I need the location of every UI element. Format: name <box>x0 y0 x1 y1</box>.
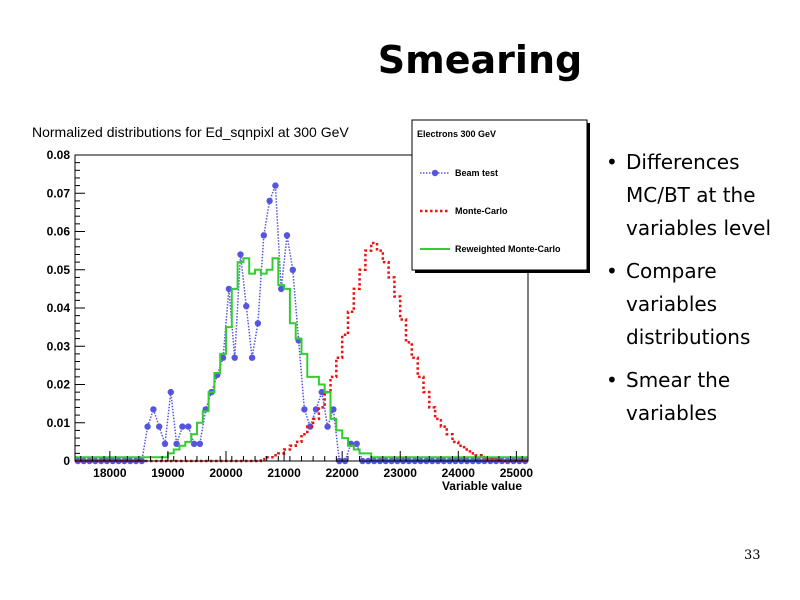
beam-test-point <box>312 406 320 413</box>
x-tick-label: 19000 <box>151 466 185 480</box>
reweighted-monte-carlo-line <box>75 257 528 459</box>
x-tick-label: 23000 <box>384 466 418 480</box>
legend-label-reweighted-monte-carlo: Reweighted Monte-Carlo <box>455 244 561 254</box>
chart-title: Normalized distributions for Ed_sqnpixl … <box>32 124 349 140</box>
y-tick-label: 0.07 <box>47 186 71 200</box>
beam-test-point <box>330 406 337 413</box>
beam-test-point <box>179 423 186 430</box>
legend-marker-beam-test <box>431 169 439 177</box>
beam-test-point <box>150 406 157 413</box>
beam-test-point <box>289 266 296 273</box>
y-tick-label: 0.01 <box>47 416 71 430</box>
bullet-list: Differences MC/BT at the variables level… <box>604 146 794 440</box>
x-tick-label: 18000 <box>93 466 127 480</box>
legend-label-monte-carlo: Monte-Carlo <box>455 206 508 216</box>
y-tick-label: 0.08 <box>47 148 71 162</box>
beam-test-point <box>196 440 204 447</box>
beam-test-point <box>301 406 308 413</box>
beam-test-point <box>248 354 256 361</box>
bullet-item: Compare variables distributions <box>604 255 794 354</box>
beam-test-point <box>278 285 285 293</box>
beam-test-point <box>144 423 151 430</box>
legend-title: Electrons 300 GeV <box>417 129 496 139</box>
bullet-item: Smear the variables <box>604 364 794 430</box>
beam-test-point <box>260 232 267 239</box>
x-tick-label: 21000 <box>267 466 301 480</box>
beam-test-point <box>254 320 262 327</box>
beam-test-point <box>190 440 198 447</box>
bullet-item: Differences MC/BT at the variables level <box>604 146 794 245</box>
beam-test-point <box>353 440 360 447</box>
beam-test-point <box>161 440 169 447</box>
beam-test-point <box>318 388 325 396</box>
legend-label-beam-test: Beam test <box>455 168 498 178</box>
y-tick-label: 0.05 <box>47 263 71 277</box>
beam-test-point <box>225 285 233 293</box>
beam-test-point <box>173 440 180 447</box>
x-tick-label: 22000 <box>325 466 359 480</box>
beam-test-point <box>307 423 314 430</box>
beam-test-point <box>185 423 192 430</box>
beam-test-point <box>324 423 331 430</box>
beam-test-point <box>243 302 250 310</box>
y-tick-label: 0.04 <box>47 301 71 315</box>
beam-test-point <box>266 197 273 205</box>
beam-test-point <box>167 388 174 396</box>
x-tick-label: 25000 <box>500 466 534 480</box>
x-tick-label: 24000 <box>442 466 476 480</box>
x-axis-label: Variable value <box>442 479 522 493</box>
beam-test-point <box>231 354 238 361</box>
beam-test-point <box>156 423 163 430</box>
y-tick-label: 0.03 <box>47 339 71 353</box>
beam-test-point <box>237 251 244 258</box>
beam-test-point <box>272 182 279 189</box>
x-tick-label: 20000 <box>209 466 243 480</box>
y-tick-label: 0.02 <box>47 378 71 392</box>
legend-box <box>411 119 588 271</box>
beam-test-point <box>283 232 291 239</box>
page-number: 33 <box>744 548 761 563</box>
beam-test-point <box>219 354 227 361</box>
slide-title: Smearing <box>377 38 583 82</box>
y-tick-label: 0.06 <box>47 225 71 239</box>
y-tick-label: 0 <box>63 454 70 468</box>
